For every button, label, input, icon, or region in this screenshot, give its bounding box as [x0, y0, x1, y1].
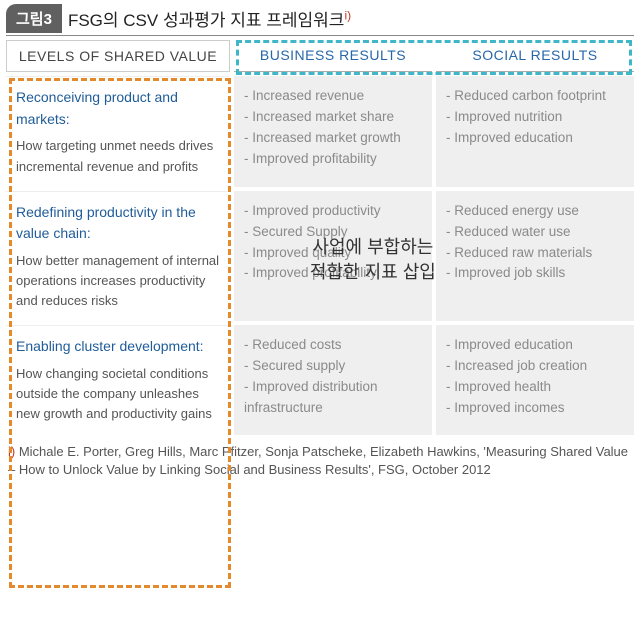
- list-item: Increased job creation: [446, 356, 624, 377]
- social-results-cell: Improved educationIncreased job creation…: [436, 325, 634, 434]
- table-row: Redefining productivity in the value cha…: [6, 191, 634, 322]
- figure-title-text: FSG의 CSV 성과평가 지표 프레임워크: [68, 11, 344, 30]
- level-title: Redefining productivity in the value cha…: [16, 202, 220, 245]
- social-results-cell: Reduced carbon footprintImproved nutriti…: [436, 76, 634, 187]
- list-item: Secured supply: [244, 356, 422, 377]
- list-item: Improved profitability: [244, 263, 422, 284]
- list-item: Improved education: [446, 335, 624, 356]
- level-desc: How changing societal conditions outside…: [16, 364, 220, 424]
- list-item: Reduced carbon footprint: [446, 86, 624, 107]
- list-item: Reduced raw materials: [446, 243, 624, 264]
- figure-title: FSG의 CSV 성과평가 지표 프레임워크i): [68, 6, 351, 31]
- list-item: Reduced costs: [244, 335, 422, 356]
- list-item: Increased market share: [244, 107, 422, 128]
- col-head-social: SOCIAL RESULTS: [436, 40, 634, 72]
- table-row: Enabling cluster development: How changin…: [6, 325, 634, 434]
- level-cell: Enabling cluster development: How changin…: [6, 325, 230, 434]
- figure-header: 그림3 FSG의 CSV 성과평가 지표 프레임워크i): [6, 4, 634, 36]
- level-desc: How targeting unmet needs drives increme…: [16, 136, 220, 176]
- list-item: Reduced energy use: [446, 201, 624, 222]
- list-item: Improved productivity: [244, 201, 422, 222]
- col-head-levels: LEVELS OF SHARED VALUE: [6, 40, 230, 72]
- list-item: Improved job skills: [446, 263, 624, 284]
- business-results-cell: Reduced costsSecured supplyImproved dist…: [234, 325, 432, 434]
- list-item: Increased market growth: [244, 128, 422, 149]
- col-head-business: BUSINESS RESULTS: [234, 40, 432, 72]
- table-body: Reconceiving product and markets: How tar…: [6, 76, 634, 435]
- list-item: Improved profitability: [244, 149, 422, 170]
- social-results-cell: Reduced energy useReduced water useReduc…: [436, 191, 634, 322]
- framework-table: LEVELS OF SHARED VALUE BUSINESS RESULTS …: [6, 40, 634, 435]
- list-item: Improved health: [446, 377, 624, 398]
- business-results-cell: Increased revenueIncreased market shareI…: [234, 76, 432, 187]
- list-item: Increased revenue: [244, 86, 422, 107]
- figure-title-sup: i): [344, 8, 351, 22]
- level-cell: Redefining productivity in the value cha…: [6, 191, 230, 322]
- list-item: Improved quality: [244, 243, 422, 264]
- list-item: Improved nutrition: [446, 107, 624, 128]
- footnote: i) Michale E. Porter, Greg Hills, Marc P…: [8, 443, 632, 479]
- business-results-cell: Improved productivitySecured SupplyImpro…: [234, 191, 432, 322]
- level-desc: How better management of internal operat…: [16, 251, 220, 311]
- footnote-text: Michale E. Porter, Greg Hills, Marc Pfit…: [8, 444, 628, 477]
- list-item: Improved incomes: [446, 398, 624, 419]
- list-item: Secured Supply: [244, 222, 422, 243]
- list-item: Improved education: [446, 128, 624, 149]
- list-item: Reduced water use: [446, 222, 624, 243]
- level-title: Reconceiving product and markets:: [16, 87, 220, 130]
- level-title: Enabling cluster development:: [16, 336, 220, 358]
- figure-badge: 그림3: [6, 4, 62, 33]
- list-item: Improved distribution infrastructure: [244, 377, 422, 419]
- level-cell: Reconceiving product and markets: How tar…: [6, 76, 230, 187]
- column-headers: LEVELS OF SHARED VALUE BUSINESS RESULTS …: [6, 40, 634, 72]
- footnote-mark: i): [8, 444, 15, 459]
- table-row: Reconceiving product and markets: How tar…: [6, 76, 634, 187]
